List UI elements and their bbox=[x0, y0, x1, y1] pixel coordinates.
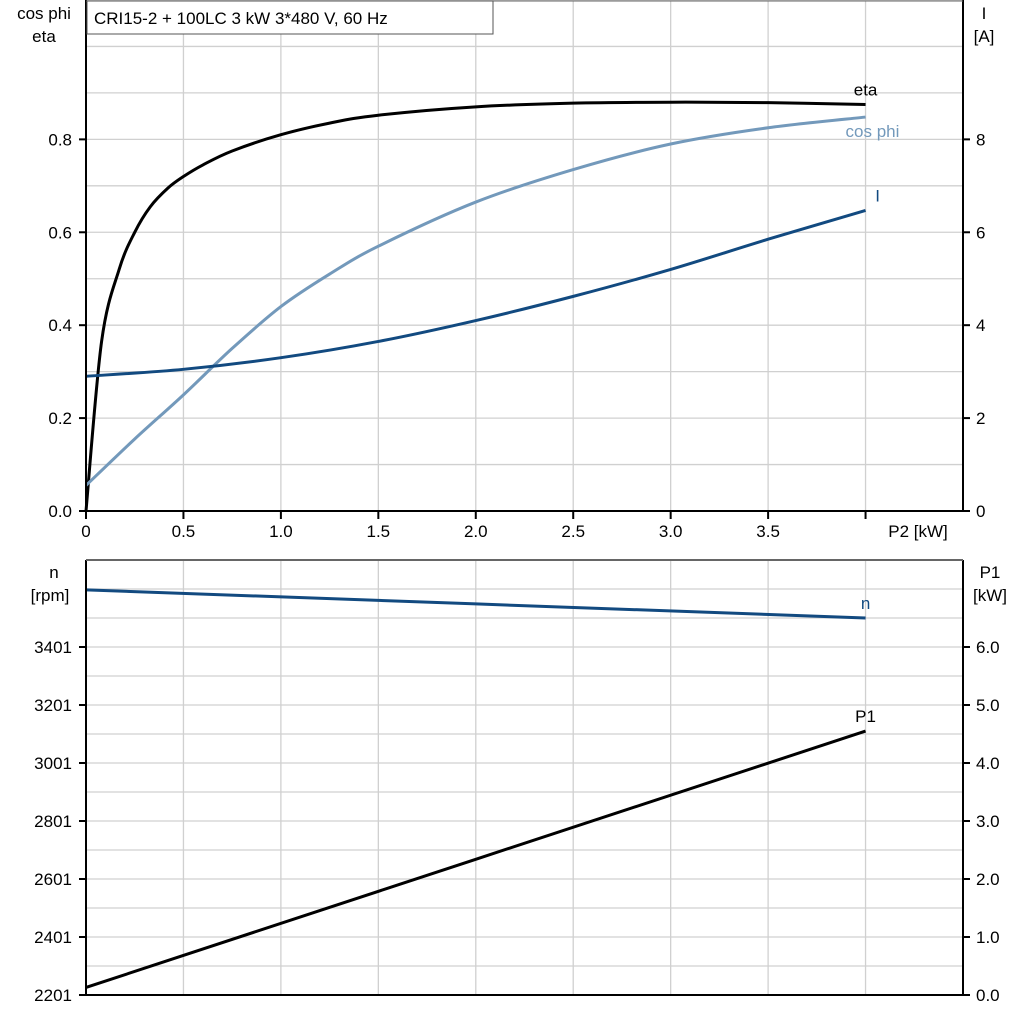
chart-title: CRI15-2 + 100LC 3 kW 3*480 V, 60 Hz bbox=[94, 9, 388, 28]
top-left-ylabel-1: cos phi bbox=[17, 4, 71, 23]
top-left-tick-label: 0.2 bbox=[48, 409, 72, 428]
series-i-line bbox=[85, 209, 866, 378]
top-grid bbox=[86, 0, 963, 511]
bottom-left-tick-label: 3001 bbox=[34, 754, 72, 773]
x-axis-label: P2 [kW] bbox=[888, 522, 948, 541]
bottom-left-tick-label: 3401 bbox=[34, 638, 72, 657]
x-tick-label: 3.5 bbox=[756, 522, 780, 541]
series-eta-label: eta bbox=[854, 81, 878, 100]
series-p1-label: P1 bbox=[855, 707, 876, 726]
x-tick-label: 3.0 bbox=[659, 522, 683, 541]
x-tick-label: 2.5 bbox=[561, 522, 585, 541]
bottom-right-tick-label: 1.0 bbox=[976, 928, 1000, 947]
bottom-left-ylabel-2: [rpm] bbox=[31, 586, 70, 605]
bottom-right-tick-label: 0.0 bbox=[976, 986, 1000, 1005]
series-n-line bbox=[85, 588, 866, 620]
top-left-ylabel-2: eta bbox=[32, 27, 56, 46]
bottom-left-tick-label: 2201 bbox=[34, 986, 72, 1005]
bottom-right-ylabel-1: P1 bbox=[980, 563, 1001, 582]
axes bbox=[79, 0, 970, 996]
series-eta-line bbox=[84, 100, 866, 512]
series-i-label: I bbox=[875, 186, 880, 205]
bottom-left-tick-label: 2801 bbox=[34, 812, 72, 831]
series-n-label: n bbox=[861, 594, 870, 613]
bottom-right-tick-label: 4.0 bbox=[976, 754, 1000, 773]
bottom-left-tick-label: 2601 bbox=[34, 870, 72, 889]
series-cos-phi-line bbox=[84, 115, 866, 487]
top-right-ylabel-2: [A] bbox=[974, 27, 995, 46]
top-left-tick-label: 0.4 bbox=[48, 316, 72, 335]
top-left-tick-label: 0.0 bbox=[48, 502, 72, 521]
title-box bbox=[86, 0, 494, 35]
bottom-right-tick-label: 2.0 bbox=[976, 870, 1000, 889]
top-right-tick-label: 2 bbox=[976, 409, 985, 428]
bottom-left-tick-label: 2401 bbox=[34, 928, 72, 947]
bottom-right-tick-label: 5.0 bbox=[976, 696, 1000, 715]
x-tick-label: 1.0 bbox=[269, 522, 293, 541]
bottom-left-tick-label: 3201 bbox=[34, 696, 72, 715]
curves bbox=[84, 100, 867, 989]
bottom-left-ylabel-1: n bbox=[49, 563, 58, 582]
labels: 0.0 0.2 0.4 0.6 0.8 0 2 4 6 8 0 0.5 1.0 1.5 2.0 2.5 3.0 3… bbox=[34, 81, 999, 1005]
x-tick-label: 1.5 bbox=[367, 522, 391, 541]
bottom-right-tick-label: 6.0 bbox=[976, 638, 1000, 657]
top-right-tick-label: 6 bbox=[976, 223, 985, 242]
series-cos-phi-label: cos phi bbox=[846, 122, 900, 141]
top-right-tick-label: 8 bbox=[976, 130, 985, 149]
bottom-right-ylabel-2: [kW] bbox=[973, 586, 1007, 605]
x-tick-label: 0 bbox=[81, 522, 90, 541]
top-left-tick-label: 0.6 bbox=[48, 223, 72, 242]
top-left-tick-label: 0.8 bbox=[48, 130, 72, 149]
x-tick-label: 2.0 bbox=[464, 522, 488, 541]
bottom-grid bbox=[86, 559, 963, 995]
series-p1-line bbox=[85, 729, 867, 989]
top-right-tick-label: 4 bbox=[976, 316, 985, 335]
x-tick-label: 0.5 bbox=[172, 522, 196, 541]
top-right-tick-label: 0 bbox=[976, 502, 985, 521]
top-right-ylabel-1: I bbox=[982, 4, 987, 23]
bottom-right-tick-label: 3.0 bbox=[976, 812, 1000, 831]
